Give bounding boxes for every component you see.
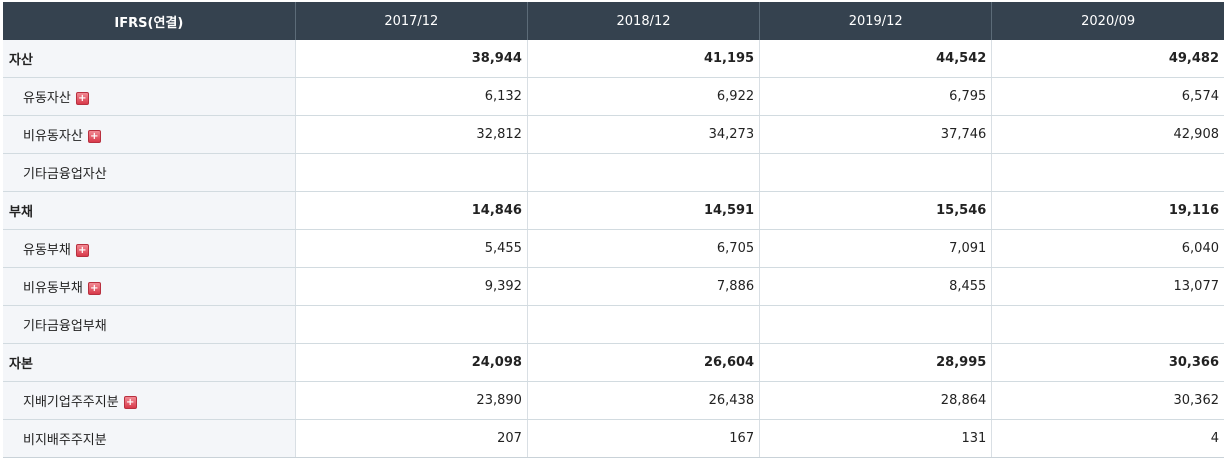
value-cell: 7,091 [759, 229, 992, 268]
expand-plus-icon[interactable]: + [123, 396, 137, 409]
value-cell: 24,098 [294, 343, 528, 382]
value-cell: 19,116 [991, 191, 1224, 230]
value-cell: 13,077 [991, 267, 1224, 306]
row-label: 지배기업주주지분 [23, 395, 119, 410]
header-period: 2017/12 [294, 2, 528, 40]
value-cell: 28,864 [759, 381, 992, 420]
table-row: 부채 14,846 14,591 15,546 19,116 [3, 191, 1224, 230]
row-label: 기타금융업부채 [23, 319, 107, 334]
value-cell: 37,746 [759, 115, 992, 154]
row-label: 기타금융업자산 [23, 167, 107, 182]
row-label-cell: 기타금융업자산 [3, 153, 296, 192]
value-cell: 6,132 [294, 77, 528, 116]
value-cell: 42,908 [991, 115, 1224, 154]
row-label-cell: 지배기업주주지분 + [3, 381, 296, 420]
value-cell: 30,366 [991, 343, 1224, 382]
row-label: 유동자산 [23, 91, 71, 106]
row-label: 비유동자산 [23, 129, 83, 144]
table-body: 자산 38,944 41,195 44,542 49,482 유동자산 +6,132 6,92… [3, 40, 1224, 458]
expand-plus-icon[interactable]: + [75, 92, 89, 105]
value-cell [991, 153, 1224, 192]
row-label-cell: 비지배주주지분 [3, 419, 296, 458]
value-cell: 38,944 [294, 40, 528, 78]
header-period: 2019/12 [759, 2, 992, 40]
expand-plus-icon[interactable]: + [87, 130, 101, 143]
row-label-cell: 부채 [3, 191, 296, 230]
value-cell: 44,542 [759, 40, 992, 78]
table-row: 자산 38,944 41,195 44,542 49,482 [3, 40, 1224, 78]
value-cell: 6,574 [991, 77, 1224, 116]
table-row: 비유동자산 +32,812 34,273 37,746 42,908 [3, 115, 1224, 154]
expand-plus-icon[interactable]: + [75, 244, 89, 257]
header-row: IFRS(연결) 2017/12 2018/12 2019/12 2020/09 [3, 2, 1224, 40]
value-cell: 7,886 [526, 267, 760, 306]
value-cell: 6,795 [759, 77, 992, 116]
value-cell: 32,812 [294, 115, 528, 154]
value-cell: 34,273 [526, 115, 760, 154]
value-cell: 26,604 [526, 343, 760, 382]
value-cell: 131 [759, 419, 992, 458]
row-label-cell: 기타금융업부채 [3, 305, 296, 344]
table-row: 기타금융업자산 [3, 153, 1224, 192]
table-row: 비유동부채 +9,392 7,886 8,455 13,077 [3, 267, 1224, 306]
value-cell: 49,482 [991, 40, 1224, 78]
value-cell: 14,846 [294, 191, 528, 230]
table-header: IFRS(연결) 2017/12 2018/12 2019/12 2020/09 [3, 2, 1224, 40]
table-row: 유동자산 +6,132 6,922 6,795 6,574 [3, 77, 1224, 116]
row-label-cell: 자산 [3, 40, 296, 78]
row-label: 부채 [9, 205, 33, 220]
value-cell: 23,890 [294, 381, 528, 420]
value-cell: 6,922 [526, 77, 760, 116]
value-cell [759, 153, 992, 192]
table-row: 자본 24,098 26,604 28,995 30,366 [3, 343, 1224, 382]
table-row: 비지배주주지분 207 167 131 4 [3, 419, 1224, 458]
value-cell [526, 305, 760, 344]
value-cell [294, 153, 528, 192]
value-cell [759, 305, 992, 344]
table-row: 기타금융업부채 [3, 305, 1224, 344]
header-period: 2020/09 [991, 2, 1224, 40]
header-period: 2018/12 [526, 2, 760, 40]
row-label: 유동부채 [23, 243, 71, 258]
value-cell: 30,362 [991, 381, 1224, 420]
value-cell: 14,591 [526, 191, 760, 230]
row-label: 비유동부채 [23, 281, 83, 296]
row-label: 자산 [9, 53, 33, 68]
value-cell: 167 [526, 419, 760, 458]
value-cell: 5,455 [294, 229, 528, 268]
value-cell: 207 [294, 419, 528, 458]
value-cell: 4 [991, 419, 1224, 458]
table-row: 유동부채 +5,455 6,705 7,091 6,040 [3, 229, 1224, 268]
header-label: IFRS(연결) [3, 2, 296, 40]
value-cell: 6,040 [991, 229, 1224, 268]
balance-sheet-table: IFRS(연결) 2017/12 2018/12 2019/12 2020/09… [3, 2, 1224, 458]
financial-table-container: IFRS(연결) 2017/12 2018/12 2019/12 2020/09… [3, 2, 1224, 458]
value-cell: 6,705 [526, 229, 760, 268]
row-label: 자본 [9, 357, 33, 372]
value-cell [294, 305, 528, 344]
value-cell: 9,392 [294, 267, 528, 306]
expand-plus-icon[interactable]: + [87, 282, 101, 295]
value-cell [526, 153, 760, 192]
row-label-cell: 유동자산 + [3, 77, 296, 116]
value-cell: 28,995 [759, 343, 992, 382]
value-cell: 41,195 [526, 40, 760, 78]
table-row: 지배기업주주지분 +23,890 26,438 28,864 30,362 [3, 381, 1224, 420]
value-cell: 15,546 [759, 191, 992, 230]
row-label: 비지배주주지분 [23, 433, 107, 448]
row-label-cell: 자본 [3, 343, 296, 382]
row-label-cell: 비유동자산 + [3, 115, 296, 154]
value-cell [991, 305, 1224, 344]
row-label-cell: 비유동부채 + [3, 267, 296, 306]
value-cell: 26,438 [526, 381, 760, 420]
value-cell: 8,455 [759, 267, 992, 306]
row-label-cell: 유동부채 + [3, 229, 296, 268]
